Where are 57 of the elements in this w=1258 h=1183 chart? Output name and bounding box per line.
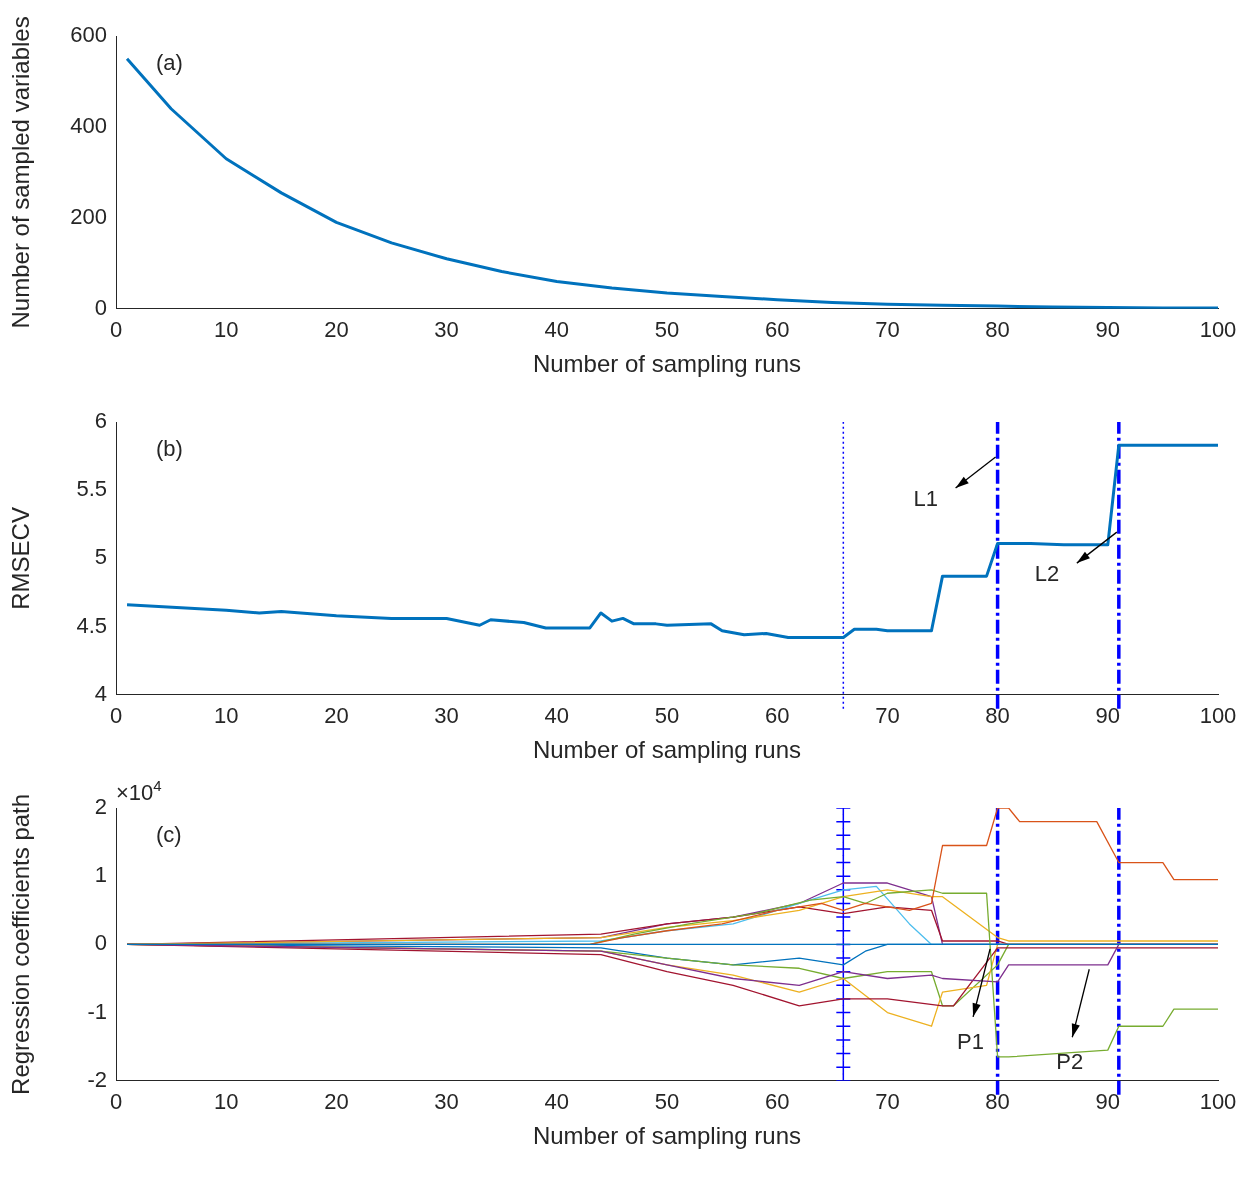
x-tick-label: 10 bbox=[213, 317, 239, 343]
x-axis-title: Number of sampling runs bbox=[532, 350, 802, 378]
y-tick-label: 0 bbox=[94, 930, 107, 956]
y-tick-label: 5 bbox=[94, 544, 107, 570]
x-tick-label: 50 bbox=[654, 1089, 680, 1115]
y-tick-label: 4.5 bbox=[76, 612, 107, 638]
annotation: (c) bbox=[156, 822, 182, 847]
x-tick-label: 80 bbox=[985, 1089, 1010, 1115]
x-tick-label: 20 bbox=[324, 317, 349, 343]
y-tick-label: 2 bbox=[94, 794, 107, 820]
y-tick-label: 6 bbox=[94, 408, 107, 434]
x-tick-label: 100 bbox=[1199, 317, 1237, 343]
x-tick-label: 40 bbox=[544, 703, 570, 729]
x-tick-label: 60 bbox=[764, 317, 790, 343]
x-tick-label: 40 bbox=[544, 317, 570, 343]
annotation: (b) bbox=[156, 436, 183, 461]
y-tick-label: 4 bbox=[94, 680, 107, 706]
annotation: L1 bbox=[913, 486, 939, 512]
x-tick-label: 30 bbox=[434, 1089, 459, 1115]
x-tick-label: 80 bbox=[985, 317, 1010, 343]
x-tick-label: 100 bbox=[1199, 703, 1237, 729]
y-tick-label: 200 bbox=[70, 203, 107, 229]
annotation: P1 bbox=[957, 1028, 985, 1054]
annotation: (a) bbox=[156, 50, 183, 75]
x-axis-title: Number of sampling runs bbox=[532, 736, 802, 764]
y-axis-title: Regression coefficients path bbox=[7, 793, 35, 1095]
x-tick-label: 10 bbox=[213, 703, 239, 729]
x-tick-label: 80 bbox=[985, 703, 1010, 729]
x-tick-label: 90 bbox=[1095, 1089, 1121, 1115]
y-axis-title: RMSECV bbox=[7, 507, 35, 610]
x-tick-label: 60 bbox=[764, 1089, 790, 1115]
x-tick-label: 20 bbox=[324, 703, 349, 729]
x-tick-label: 50 bbox=[654, 317, 680, 343]
x-tick-label: 70 bbox=[875, 317, 900, 343]
y-tick-label: 400 bbox=[70, 113, 107, 138]
x-tick-label: 10 bbox=[213, 1089, 239, 1115]
y-tick-label: -1 bbox=[87, 998, 107, 1024]
x-tick-label: 90 bbox=[1095, 703, 1121, 729]
x-tick-label: 90 bbox=[1095, 317, 1121, 343]
y-tick-label: -2 bbox=[87, 1066, 107, 1092]
x-axis-title: Number of sampling runs bbox=[532, 1122, 802, 1150]
x-tick-label: 60 bbox=[764, 703, 790, 729]
x-tick-label: 30 bbox=[434, 317, 459, 343]
x-tick-label: 40 bbox=[544, 1089, 570, 1115]
annotation: L2 bbox=[1034, 561, 1060, 587]
annotation: P2 bbox=[1056, 1049, 1084, 1075]
y-tick-label: 0 bbox=[94, 294, 107, 320]
x-tick-label: 70 bbox=[875, 703, 900, 729]
x-tick-label: 50 bbox=[654, 703, 680, 729]
y-tick-label: 1 bbox=[94, 862, 107, 888]
y-tick-label: 5.5 bbox=[76, 476, 107, 502]
x-tick-label: 20 bbox=[324, 1089, 349, 1115]
y-tick-label: 600 bbox=[70, 22, 107, 48]
x-tick-label: 100 bbox=[1199, 1089, 1237, 1115]
x-tick-label: 70 bbox=[875, 1089, 900, 1115]
x-tick-label: 30 bbox=[434, 703, 459, 729]
y-axis-title: Number of sampled variables bbox=[7, 16, 35, 329]
